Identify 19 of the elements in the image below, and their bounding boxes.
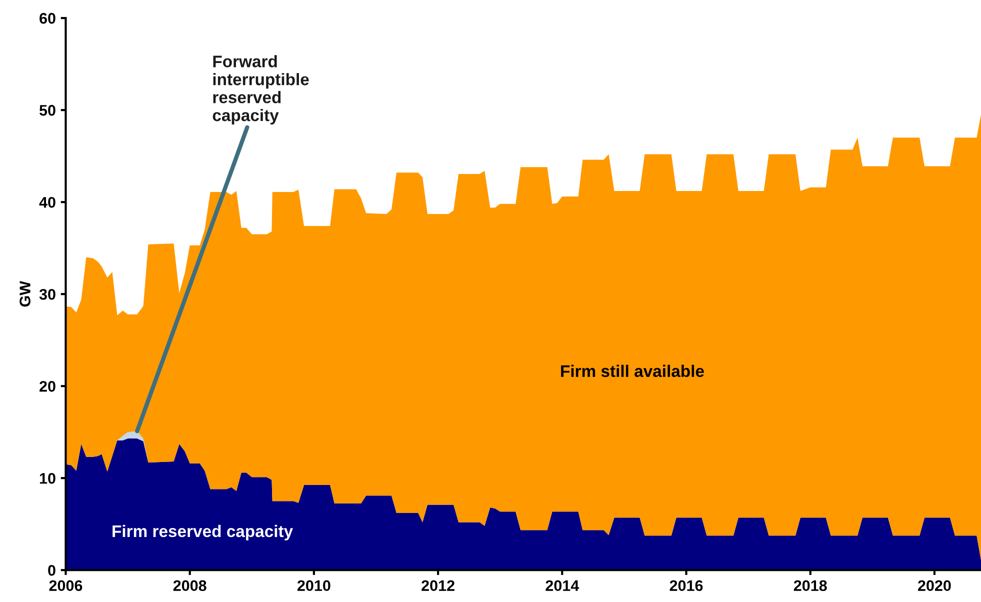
y-tick-label: 40 bbox=[39, 196, 56, 208]
y-tick-label: 10 bbox=[40, 472, 56, 484]
x-tick-label: 2020 bbox=[918, 580, 951, 592]
series-label: Firm still available bbox=[561, 364, 704, 378]
x-tick-label: 2010 bbox=[297, 580, 330, 592]
y-tick-label: 0 bbox=[48, 564, 56, 576]
x-tick-label: 2016 bbox=[670, 580, 703, 592]
series-label: Firm reserved capacity bbox=[112, 524, 293, 540]
y-tick-label: 50 bbox=[39, 104, 56, 116]
x-tick-label: 2008 bbox=[173, 580, 206, 592]
y-tick-label: 20 bbox=[40, 380, 56, 392]
y-axis-title: GW bbox=[20, 280, 30, 307]
y-tick-label: 60 bbox=[40, 12, 56, 24]
x-tick-label: 2012 bbox=[422, 580, 454, 592]
x-tick-label: 2018 bbox=[794, 580, 827, 592]
text: Forward interruptible reserved capacity bbox=[212, 55, 309, 125]
x-tick-label: 2006 bbox=[49, 580, 82, 592]
y-tick-label: 30 bbox=[39, 288, 56, 300]
x-tick-label: 2014 bbox=[546, 580, 580, 592]
